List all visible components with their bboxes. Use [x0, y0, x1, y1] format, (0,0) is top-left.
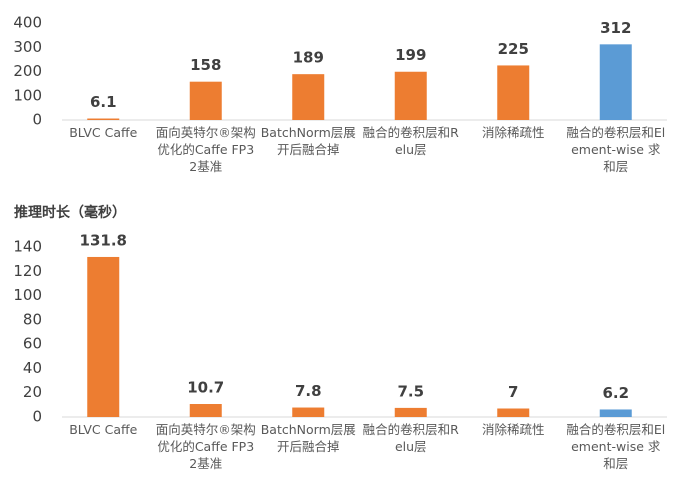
bar [394, 71, 427, 120]
x-tick-label: 面向英特尔®架构优化的Caffe FP32基准 [155, 422, 256, 471]
x-tick-label-box: BatchNorm层展开后融合掉 [260, 125, 356, 157]
bar [292, 407, 325, 417]
value-label: 199 [395, 46, 426, 64]
y-tick-label: 40 [23, 359, 42, 377]
value-label: 131.8 [80, 231, 127, 249]
x-tick-label: BLVC Caffe [69, 125, 138, 140]
x-tick-label: 消除稀疏性 [481, 125, 545, 140]
bar [189, 81, 222, 120]
value-label: 10.7 [187, 379, 224, 397]
value-label: 6.1 [90, 93, 117, 111]
y-tick-label: 0 [32, 111, 42, 129]
x-tick-label: BatchNorm层展开后融合掉 [260, 125, 356, 157]
x-tick-label-box: BatchNorm层展开后融合掉 [260, 422, 356, 454]
y-tick-label: 100 [13, 286, 42, 304]
x-tick-label: BatchNorm层展开后融合掉 [260, 422, 356, 454]
x-tick-label-box: BLVC Caffe [69, 125, 138, 140]
x-tick-label: 消除稀疏性 [481, 422, 545, 437]
x-tick-label: 融合的卷积层和Relu层 [362, 125, 459, 157]
y-tick-label: 80 [23, 310, 42, 328]
bar [599, 44, 632, 121]
value-label: 7.8 [295, 382, 322, 400]
bar [87, 118, 120, 120]
y-tick-label: 20 [23, 383, 42, 401]
y-tick-label: 0 [32, 408, 42, 426]
bar [87, 256, 120, 417]
x-tick-label-box: 融合的卷积层和Relu层 [362, 422, 459, 454]
bar [189, 404, 222, 417]
value-label: 158 [190, 56, 221, 74]
x-tick-label-box: 融合的卷积层和Element-wise 求和层 [566, 125, 666, 174]
y-tick-label: 140 [13, 238, 42, 256]
y-tick-label: 60 [23, 335, 42, 353]
y-tick-label: 200 [13, 62, 42, 80]
x-tick-label-box: 融合的卷积层和Relu层 [362, 125, 459, 157]
x-tick-label: 面向英特尔®架构优化的Caffe FP32基准 [155, 125, 256, 174]
x-tick-label: 融合的卷积层和Element-wise 求和层 [566, 422, 666, 471]
value-label: 6.2 [602, 384, 629, 402]
x-tick-label-box: 消除稀疏性 [481, 422, 545, 437]
x-tick-label-box: 面向英特尔®架构优化的Caffe FP32基准 [155, 125, 256, 174]
value-label: 7 [508, 383, 518, 401]
bar [292, 74, 325, 120]
bar [394, 407, 427, 417]
bar [497, 65, 530, 120]
y-axis-title: 推理时长（毫秒） [14, 204, 126, 221]
x-tick-label-box: BLVC Caffe [69, 422, 138, 437]
value-label: 312 [600, 19, 631, 37]
y-tick-label: 300 [13, 38, 42, 56]
bar [497, 408, 530, 417]
value-label: 225 [498, 40, 529, 58]
value-label: 7.5 [397, 382, 424, 400]
y-tick-label: 100 [13, 86, 42, 104]
x-tick-label: 融合的卷积层和Relu层 [362, 422, 459, 454]
x-tick-label-box: 融合的卷积层和Element-wise 求和层 [566, 422, 666, 471]
value-label: 189 [293, 49, 324, 67]
x-tick-label: BLVC Caffe [69, 422, 138, 437]
x-tick-label-box: 面向英特尔®架构优化的Caffe FP32基准 [155, 422, 256, 471]
x-tick-label: 融合的卷积层和Element-wise 求和层 [566, 125, 666, 174]
bar [599, 409, 632, 417]
y-tick-label: 120 [13, 262, 42, 280]
y-tick-label: 400 [13, 14, 42, 32]
x-tick-label-box: 消除稀疏性 [481, 125, 545, 140]
